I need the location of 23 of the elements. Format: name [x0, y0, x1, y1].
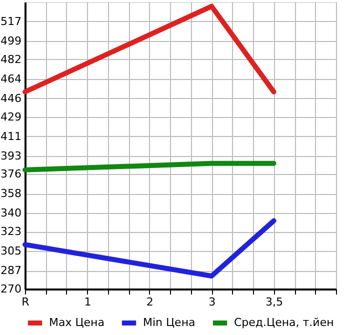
x-tick-label: 3	[208, 296, 216, 308]
legend-label: Min Цена	[143, 316, 196, 329]
y-tick-label: 411	[0, 130, 22, 143]
y-tick-label: 499	[0, 34, 22, 48]
y-tick-label: 482	[0, 52, 22, 66]
y-tick-label: 340	[0, 206, 22, 220]
y-tick-label: 464	[0, 72, 22, 86]
y-tick-label: 517	[0, 14, 22, 28]
legend-label: Сред.Цена, т.йен	[234, 316, 334, 329]
legend-label: Max Цена	[49, 316, 104, 329]
y-tick-label: 446	[0, 92, 22, 105]
y-tick-label: 270	[0, 282, 22, 296]
x-tick-label: R	[22, 296, 30, 308]
x-tick-label: 2	[146, 296, 154, 308]
y-tick-label: 393	[0, 149, 22, 162]
x-tick-label: 1	[84, 296, 92, 308]
x-tick-label: 3,5	[266, 296, 284, 308]
y-tick-label: 323	[0, 225, 22, 238]
y-tick-label: 305	[0, 244, 22, 258]
y-tick-label: 429	[0, 110, 22, 124]
y-tick-label: 358	[0, 187, 22, 200]
y-tick-label: 376	[0, 168, 22, 181]
y-tick-label: 287	[0, 264, 22, 278]
